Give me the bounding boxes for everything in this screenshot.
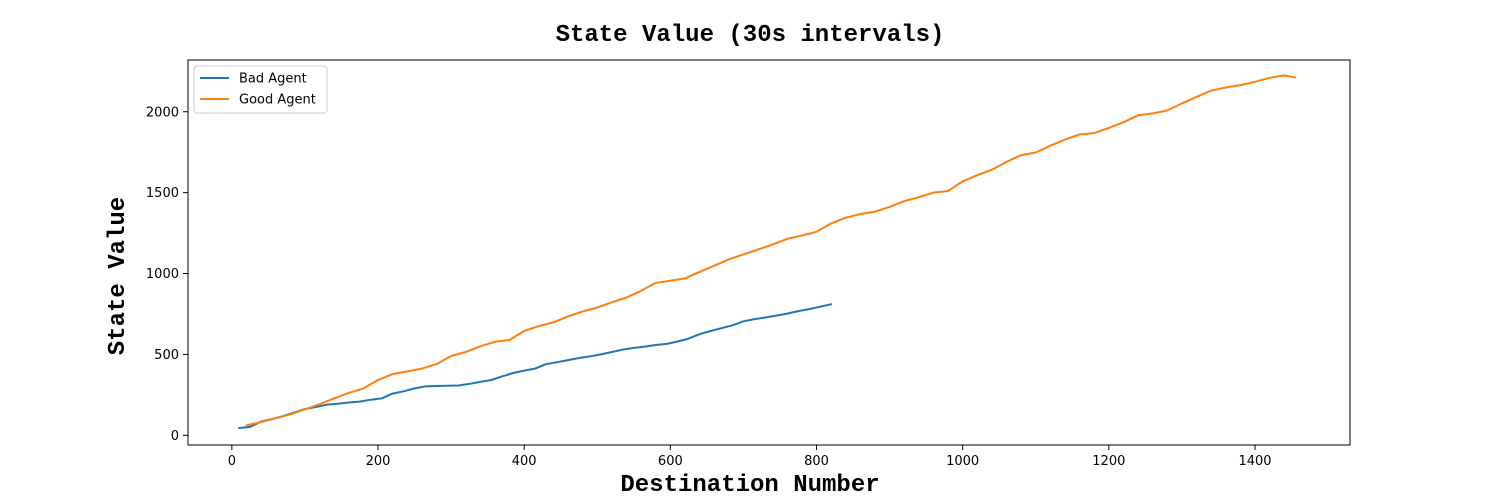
plot-frame xyxy=(187,59,1351,446)
x-tick-label: 1400 xyxy=(1238,454,1271,469)
y-tick-label: 1500 xyxy=(146,186,179,201)
y-tick-label: 0 xyxy=(171,429,179,444)
x-tick-label: 600 xyxy=(658,454,683,469)
legend: Bad Agent Good Agent xyxy=(193,65,328,114)
x-axis-ticks: 0 200 400 600 800 1000 1200 1400 xyxy=(228,445,1272,469)
x-tick-label: 200 xyxy=(366,454,391,469)
series-line-1 xyxy=(245,74,1297,427)
x-tick-label: 0 xyxy=(228,454,236,469)
chart-title: State Value (30s intervals) xyxy=(556,22,945,49)
x-axis-label: Destination Number xyxy=(620,472,879,499)
y-tick-label: 500 xyxy=(154,348,179,363)
x-tick-label: 1000 xyxy=(946,454,979,469)
y-axis-label: State Value xyxy=(105,197,132,355)
x-tick-label: 400 xyxy=(512,454,537,469)
series-layer xyxy=(238,74,1297,430)
x-tick-label: 800 xyxy=(804,454,829,469)
y-tick-label: 1000 xyxy=(146,267,179,282)
x-tick-label: 1200 xyxy=(1092,454,1125,469)
y-tick-label: 2000 xyxy=(146,105,179,120)
series-line-0 xyxy=(238,303,833,430)
legend-label-1: Good Agent xyxy=(239,93,316,108)
y-axis-ticks: 0 500 1000 1500 2000 xyxy=(146,105,188,444)
legend-label-0: Bad Agent xyxy=(239,72,307,87)
